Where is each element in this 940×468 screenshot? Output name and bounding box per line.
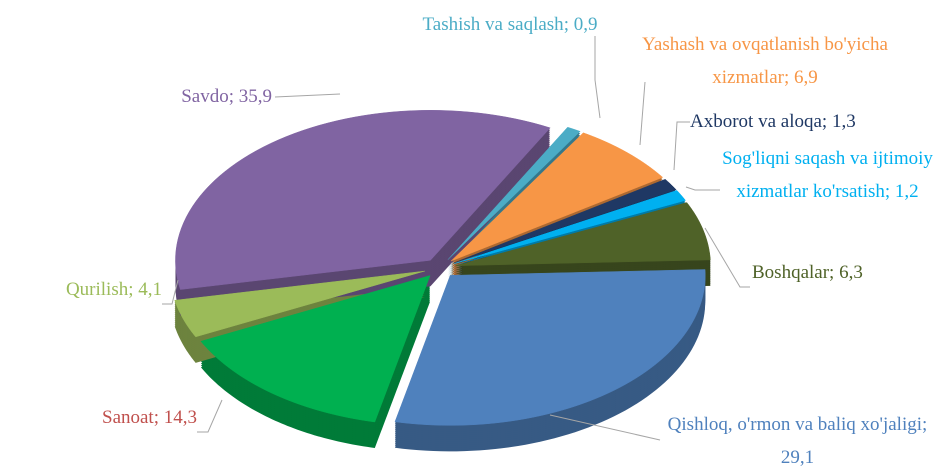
- data-label: Tashish va saqlash; 0,9: [420, 8, 600, 41]
- value-label: 6,9: [794, 67, 818, 88]
- leader-line: [704, 227, 750, 288]
- slice: [175, 110, 551, 290]
- separator: ;: [922, 414, 928, 435]
- slice: [454, 190, 686, 264]
- value-label: 35,9: [238, 86, 272, 107]
- data-label: Yashash va ovqatlanish bo'yicha xizmatla…: [620, 28, 910, 94]
- category: Qurilish: [65, 279, 129, 300]
- data-label: Axborot va aloqa; 1,3: [690, 105, 940, 138]
- value-label: 6,3: [839, 262, 863, 283]
- category: Sanoat: [102, 407, 154, 428]
- slice: [453, 178, 677, 264]
- leader-line: [685, 186, 720, 191]
- slice: [450, 132, 664, 262]
- category: Qishloq, o'rmon va baliq xo'jaligi: [667, 414, 923, 435]
- category: Savdo: [181, 86, 229, 107]
- leader-line: [274, 93, 341, 98]
- value-label: 14,3: [163, 407, 197, 428]
- data-label: Savdo; 35,9: [0, 80, 272, 113]
- value-label: 29,1: [780, 447, 815, 468]
- data-label: Boshqalar; 6,3: [752, 256, 932, 289]
- leader-line: [197, 399, 223, 433]
- separator: ;: [783, 67, 790, 88]
- category: Axborot va aloqa: [690, 111, 822, 132]
- data-label: Sanoat; 14,3: [0, 401, 197, 434]
- leader-line: [673, 121, 690, 171]
- slice: [455, 202, 711, 266]
- separator: ;: [153, 407, 159, 428]
- leader-line: [594, 36, 601, 119]
- slice: [174, 270, 425, 338]
- value-label: 0,9: [573, 14, 598, 35]
- data-label: Qurilish; 4,1: [0, 273, 162, 306]
- separator: ;: [128, 279, 134, 300]
- separator: ;: [563, 14, 569, 35]
- separator: ;: [228, 86, 234, 107]
- category: Yashash va ovqatlanish bo'yicha xizmatla…: [642, 34, 888, 88]
- leader-line: [162, 279, 179, 305]
- value-label: 1,2: [894, 181, 919, 202]
- value-label: 4,1: [138, 279, 162, 300]
- category: Tashish va saqlash: [422, 14, 564, 35]
- separator: ;: [884, 181, 891, 202]
- leader-line: [549, 414, 661, 441]
- separator: ;: [821, 111, 828, 132]
- leader-line: [639, 81, 646, 146]
- slice: [394, 269, 706, 426]
- slice: [200, 275, 431, 423]
- separator: ;: [829, 262, 835, 283]
- category: Sog'liqni saqash va ijtimoiy xizmatlar k…: [722, 148, 933, 202]
- data-label: Sog'liqni saqash va ijtimoiy xizmatlar k…: [720, 142, 935, 208]
- data-label: Qishloq, o'rmon va baliq xo'jaligi; 29,1: [655, 408, 940, 468]
- value-label: 1,3: [831, 111, 856, 132]
- category: Boshqalar: [752, 262, 830, 283]
- slice: [447, 126, 581, 260]
